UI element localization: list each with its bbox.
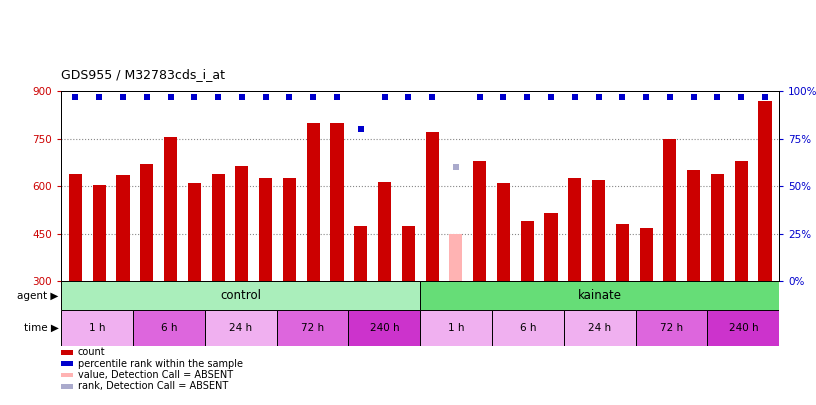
Bar [497, 183, 510, 281]
Bar [401, 226, 415, 281]
Bar [277, 310, 348, 346]
Bar [69, 174, 82, 281]
Text: 240 h: 240 h [370, 323, 399, 333]
Bar [235, 166, 248, 281]
Text: 6 h: 6 h [520, 323, 536, 333]
Bar [354, 226, 367, 281]
Bar [426, 132, 439, 281]
Bar [283, 178, 296, 281]
Bar [636, 310, 707, 346]
Bar [640, 228, 653, 281]
Text: control: control [220, 289, 261, 302]
Text: 1 h: 1 h [448, 323, 464, 333]
Bar [564, 310, 636, 346]
Bar [348, 310, 420, 346]
Text: 240 h: 240 h [729, 323, 758, 333]
Bar [259, 178, 273, 281]
Text: 6 h: 6 h [161, 323, 177, 333]
Text: time ▶: time ▶ [24, 323, 59, 333]
Bar [592, 180, 605, 281]
Bar [544, 213, 557, 281]
Bar [711, 174, 724, 281]
Bar [734, 161, 747, 281]
Bar [133, 310, 205, 346]
Bar [205, 310, 277, 346]
Bar [450, 234, 463, 281]
Bar [117, 175, 130, 281]
Bar [61, 310, 133, 346]
Text: agent ▶: agent ▶ [17, 291, 59, 301]
Bar [307, 123, 320, 281]
Bar [140, 164, 153, 281]
Text: count: count [78, 347, 105, 357]
Text: percentile rank within the sample: percentile rank within the sample [78, 359, 242, 369]
Text: 24 h: 24 h [229, 323, 252, 333]
Bar [473, 161, 486, 281]
Text: rank, Detection Call = ABSENT: rank, Detection Call = ABSENT [78, 382, 228, 391]
Bar [61, 281, 420, 310]
Text: 1 h: 1 h [89, 323, 105, 333]
Text: kainate: kainate [578, 289, 622, 302]
Bar [707, 310, 779, 346]
Text: value, Detection Call = ABSENT: value, Detection Call = ABSENT [78, 370, 233, 380]
Bar [663, 139, 676, 281]
Bar [330, 123, 344, 281]
Bar [687, 171, 700, 281]
Text: GDS955 / M32783cds_i_at: GDS955 / M32783cds_i_at [61, 68, 225, 81]
Bar [492, 310, 564, 346]
Bar [164, 137, 177, 281]
Bar [521, 221, 534, 281]
Bar [211, 174, 224, 281]
Bar [188, 183, 201, 281]
Text: 72 h: 72 h [301, 323, 324, 333]
Bar [759, 101, 772, 281]
Bar [420, 281, 779, 310]
Bar [568, 178, 581, 281]
Bar [616, 224, 629, 281]
Text: 72 h: 72 h [660, 323, 683, 333]
Text: 24 h: 24 h [588, 323, 611, 333]
Bar [420, 310, 492, 346]
Bar [93, 185, 106, 281]
Bar [378, 181, 391, 281]
